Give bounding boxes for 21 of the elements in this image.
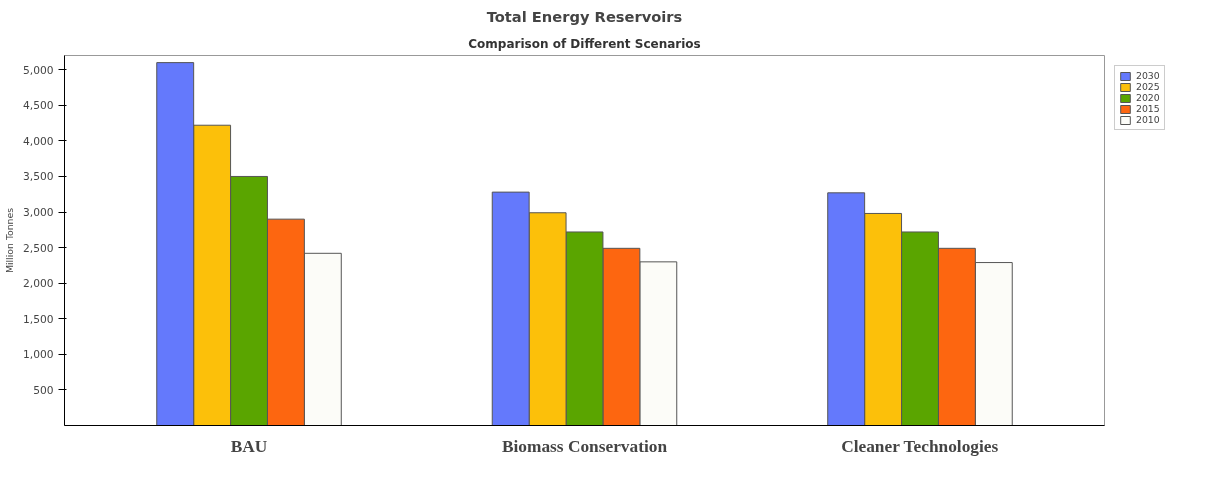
legend-label: 2030 bbox=[1136, 70, 1160, 81]
y-tick-label: 4,500 bbox=[22, 99, 54, 113]
y-tick-label: 5,000 bbox=[22, 63, 54, 77]
chart-title: Total Energy Reservoirs bbox=[486, 7, 683, 25]
chart-subtitle: Comparison of Different Scenarios bbox=[468, 36, 701, 51]
y-tick-label: 500 bbox=[33, 383, 54, 397]
legend-label: 2010 bbox=[1136, 114, 1160, 125]
x-tick-label: Biomass Conservation bbox=[501, 436, 668, 456]
y-axis-title: Million Tonnes bbox=[3, 207, 15, 274]
y-tick-label: 4,000 bbox=[22, 134, 54, 148]
y-tick-label: 3,500 bbox=[22, 170, 54, 184]
legend-label: 2025 bbox=[1136, 81, 1160, 92]
y-tick-label: 1,500 bbox=[22, 312, 54, 326]
x-tick-label: Cleaner Technologies bbox=[841, 436, 999, 456]
legend-label: 2015 bbox=[1136, 103, 1160, 114]
y-tick-label: 2,000 bbox=[22, 277, 54, 291]
y-tick-label: 3,000 bbox=[22, 206, 54, 220]
y-tick-label: 2,500 bbox=[22, 241, 54, 255]
x-tick-label: BAU bbox=[230, 436, 268, 456]
y-tick-label: 1,000 bbox=[22, 348, 54, 362]
legend-label: 2020 bbox=[1136, 92, 1160, 103]
